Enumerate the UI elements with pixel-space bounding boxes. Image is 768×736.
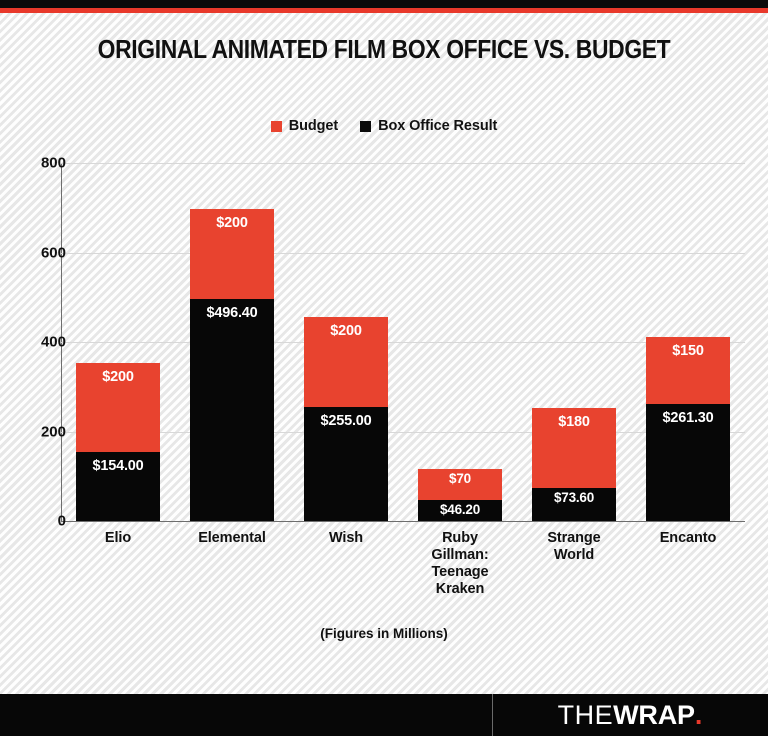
legend-item-box-office: Box Office Result: [360, 118, 497, 134]
chart-footnote: (Figures in Millions): [320, 626, 448, 641]
x-axis-category-label-line: Teenage: [431, 564, 489, 580]
x-axis-category-label: Encanto: [631, 530, 745, 547]
x-axis-category-label: Strange World: [517, 530, 631, 564]
y-axis-tick-label: 400: [40, 333, 66, 351]
bar-segment-box-office[interactable]: $154.00: [76, 452, 160, 521]
gridline: [61, 342, 745, 343]
bar-value-label-box-office: $154.00: [92, 458, 144, 475]
bar-segment-budget[interactable]: $200: [190, 209, 274, 299]
brand-dot-icon: .: [694, 699, 703, 730]
bar-value-label-budget: $200: [330, 323, 362, 340]
x-axis-category-label-line: Elio: [104, 530, 132, 546]
bar-segment-budget[interactable]: $150: [646, 336, 730, 405]
x-axis-category-label-line: Wish: [328, 530, 364, 546]
chart-legend: Budget Box Office Result: [0, 118, 768, 134]
bar-value-label-box-office: $73.60: [553, 490, 595, 506]
x-axis-category-label-line: Elemental: [198, 530, 266, 546]
footer-divider: [492, 694, 493, 736]
legend-swatch-budget-icon: [270, 120, 282, 132]
y-axis-tick-label: 0: [57, 512, 66, 530]
bar-segment-budget[interactable]: $180: [532, 407, 616, 489]
bar-value-label-budget: $180: [558, 413, 590, 430]
footer-bar: [0, 694, 768, 736]
top-red-rule: [0, 8, 768, 13]
x-axis-category-label-line: Kraken: [435, 581, 485, 597]
gridline: [61, 431, 745, 433]
bar-segment-box-office[interactable]: $46.20: [418, 500, 502, 521]
bar-segment-budget[interactable]: $70: [418, 469, 502, 501]
legend-item-budget: Budget: [270, 118, 339, 134]
x-axis-category-label-line: World: [553, 547, 595, 563]
brand-logo: THE WRAP.: [492, 694, 768, 736]
bar-segment-box-office[interactable]: $261.30: [646, 404, 730, 521]
page-title: ORIGINAL ANIMATED FILM BOX OFFICE VS. BU…: [97, 34, 671, 64]
x-axis-category-label: Elio: [61, 530, 175, 547]
bar-segment-budget[interactable]: $200: [304, 317, 388, 407]
y-axis-tick-label: 600: [40, 244, 66, 261]
bar-segment-box-office[interactable]: $255.00: [304, 406, 388, 521]
bar-stack[interactable]: $154.00 $200: [76, 362, 160, 521]
x-axis-category-label-line: Strange: [547, 530, 601, 546]
chart-plot-area: 0 200 400 600 800 $154.00 $200 $496.40 $200 $255.…: [41, 155, 745, 530]
y-axis-tick-label: 200: [40, 423, 66, 440]
bar-segment-box-office[interactable]: $496.40: [190, 298, 274, 521]
legend-label-box-office: Box Office Result: [378, 118, 498, 134]
bar-stack[interactable]: $261.30 $150: [646, 336, 730, 521]
brand-wrap-text: WRAP: [613, 699, 695, 730]
legend-swatch-box-office-icon: [360, 120, 372, 132]
gridline: [61, 163, 745, 164]
bar-segment-budget[interactable]: $200: [76, 362, 160, 453]
bar-segment-box-office[interactable]: $73.60: [532, 488, 616, 521]
x-axis-line: [61, 521, 745, 522]
bar-value-label-box-office: $255.00: [320, 412, 372, 429]
x-axis-category-label-line: Encanto: [659, 530, 717, 546]
bar-stack[interactable]: $46.20 $70: [418, 469, 502, 521]
bar-value-label-budget: $150: [672, 342, 704, 359]
x-axis-category-label-line: Gillman:: [431, 547, 489, 563]
gridline: [61, 252, 745, 254]
bar-stack[interactable]: $496.40 $200: [190, 209, 274, 521]
bar-value-label-budget: $200: [216, 215, 248, 232]
bar-value-label-box-office: $261.30: [662, 410, 714, 427]
legend-label-budget: Budget: [288, 118, 339, 134]
y-axis-tick-label: 800: [40, 154, 66, 172]
x-axis-category-label-line: Ruby: [442, 530, 478, 546]
x-axis-category-label: Elemental: [175, 530, 289, 547]
brand-the-text: THE: [557, 699, 614, 730]
bar-value-label-budget: $200: [102, 368, 134, 385]
bar-value-label-box-office: $496.40: [206, 304, 258, 321]
bar-stack[interactable]: $73.60 $180: [532, 407, 616, 521]
x-axis-category-label: Wish: [289, 530, 403, 547]
top-black-rule: [0, 0, 768, 8]
bar-stack[interactable]: $255.00 $200: [304, 317, 388, 521]
x-axis-category-label: Ruby Gillman: Teenage Kraken: [403, 530, 517, 598]
bar-value-label-budget: $70: [449, 471, 471, 487]
bar-value-label-box-office: $46.20: [439, 502, 481, 518]
